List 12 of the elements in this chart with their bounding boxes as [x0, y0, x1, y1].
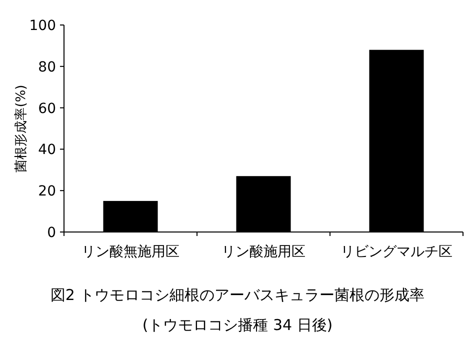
text: (トウモロコシ播種 34 日後) — [142, 316, 333, 334]
y-tick-label: 60 — [38, 100, 56, 117]
y-tick-label: 20 — [38, 184, 56, 200]
y-tick-label: 100 — [29, 18, 56, 34]
x-tick-label: リビングマルチ区 — [340, 244, 452, 260]
y-axis-title: 菌根形成率(%) — [13, 84, 29, 172]
y-tick-label: 80 — [38, 59, 56, 76]
y-tick-label: 40 — [38, 142, 56, 158]
text: 図2 トウモロコシ細根のアーバスキュラー菌根の形成率 — [50, 286, 425, 304]
x-tick-label: リン酸施用区 — [222, 244, 306, 260]
x-tick-label: リン酸無施用区 — [82, 244, 180, 260]
y-tick-label: 0 — [47, 225, 56, 241]
